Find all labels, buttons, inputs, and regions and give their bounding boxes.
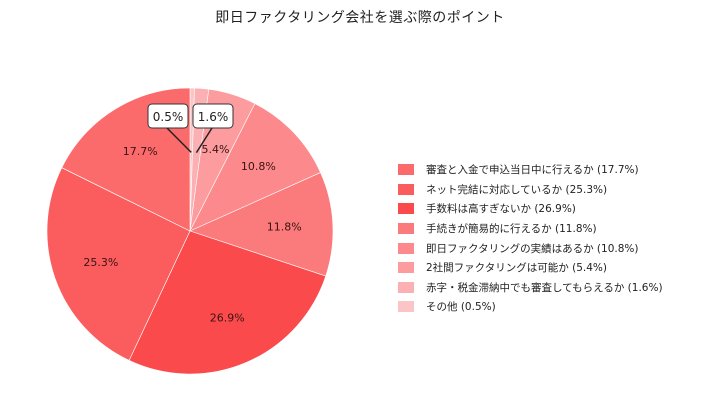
pie-slice	[128, 230, 327, 375]
slice-data-label: 17.7%	[123, 145, 158, 158]
legend-swatch	[398, 281, 414, 293]
legend-label: 即日ファクタリングの実績はあるか (10.8%)	[426, 242, 639, 255]
callout-box	[147, 103, 189, 129]
callout-label: 0.5%	[153, 110, 184, 124]
legend-item: ネット完結に対応しているか (25.3%)	[398, 180, 663, 200]
legend-item: 手数料は高すぎないか (26.9%)	[398, 199, 663, 219]
legend-item: 審査と入金で申込当日中に行えるか (17.7%)	[398, 160, 663, 180]
callout-leader-line	[195, 127, 213, 154]
legend-label: 手数料は高すぎないか (26.9%)	[426, 203, 576, 216]
legend-swatch	[398, 301, 414, 313]
legend-item: 赤字・税金滞納中でも審査してもらえるか (1.6%)	[398, 278, 663, 298]
legend-label: 審査と入金で申込当日中に行えるか (17.7%)	[426, 164, 639, 177]
legend-swatch	[398, 223, 414, 235]
legend-swatch	[398, 242, 414, 254]
legend-swatch	[398, 183, 414, 195]
slice-data-label: 10.8%	[241, 160, 276, 173]
slice-data-label: 5.4%	[202, 143, 230, 156]
chart-title: 即日ファクタリング会社を選ぶ際のポイント	[215, 10, 505, 26]
legend-label: 手続きが簡易的に行えるか (11.8%)	[426, 223, 597, 236]
slice-data-label: 25.3%	[83, 256, 118, 269]
legend-item: 即日ファクタリングの実績はあるか (10.8%)	[398, 238, 663, 258]
callout-leader-line	[166, 127, 192, 153]
legend-swatch	[398, 262, 414, 274]
pie-slice	[46, 167, 191, 361]
chart-legend: 審査と入金で申込当日中に行えるか (17.7%) ネット完結に対応しているか (2…	[398, 160, 663, 317]
legend-swatch	[398, 164, 414, 176]
slice-data-label: 26.9%	[210, 312, 245, 325]
legend-swatch	[398, 203, 414, 215]
legend-item: 手続きが簡易的に行えるか (11.8%)	[398, 219, 663, 239]
callout-box	[192, 103, 234, 129]
legend-label: 2社間ファクタリングは可能か (5.4%)	[426, 262, 607, 275]
legend-label: 赤字・税金滞納中でも審査してもらえるか (1.6%)	[426, 281, 663, 294]
slice-data-label: 11.8%	[267, 220, 302, 233]
legend-item: 2社間ファクタリングは可能か (5.4%)	[398, 258, 663, 278]
legend-label: ネット完結に対応しているか (25.3%)	[426, 183, 608, 196]
pie-slice	[189, 103, 321, 232]
pie-slice	[189, 172, 334, 277]
callout-label: 1.6%	[198, 110, 229, 124]
legend-label: その他 (0.5%)	[426, 301, 496, 314]
pie-data-labels: 0.5% 1.6% 5.4% 10.8% 11.8% 26.9% 25.3% 17.7%	[83, 103, 302, 325]
legend-item: その他 (0.5%)	[398, 297, 663, 317]
